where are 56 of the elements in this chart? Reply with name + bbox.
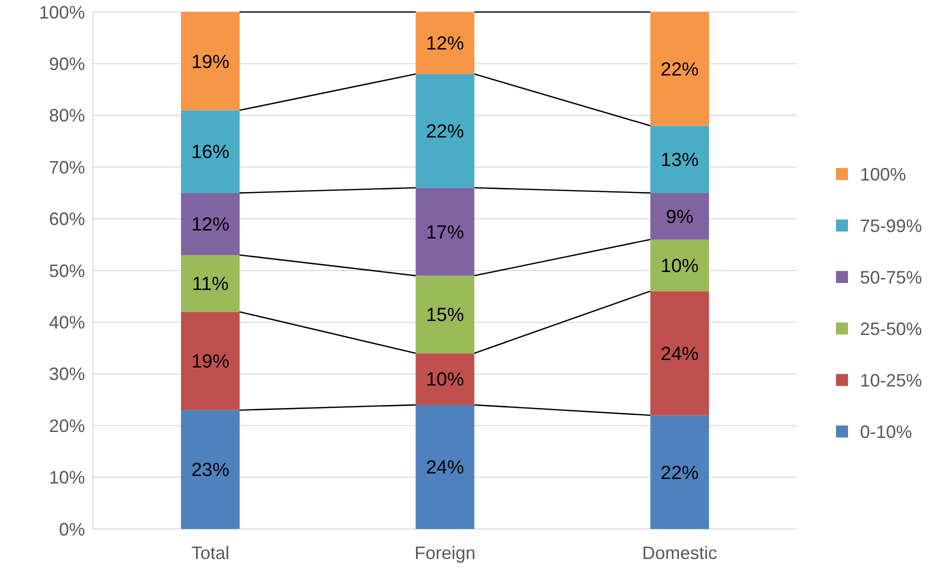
data-label: 13% [660,150,699,171]
bar [181,410,240,529]
data-label: 23% [191,460,230,482]
y-tick-label: 60% [48,209,85,230]
data-label: 12% [426,34,464,55]
data-label: 22% [426,122,464,143]
legend-label: 100% [860,164,906,184]
bar [181,110,240,193]
bar [181,312,240,410]
y-tick-label: 20% [48,416,85,436]
data-label: 24% [660,344,699,365]
bar [416,12,474,74]
x-tick-label: Foreign [414,543,476,563]
x-tick-label: Domestic [642,543,718,563]
y-tick-label: 70% [48,157,85,178]
legend-label: 0-10% [860,422,912,442]
data-label: 24% [426,458,464,479]
y-tick-label: 40% [48,312,85,332]
legend-label: 10-25% [860,370,922,390]
bar [416,353,474,405]
data-label: 19% [191,352,230,373]
data-label: 22% [660,462,699,484]
data-label: 19% [191,52,230,73]
data-label: 22% [660,60,699,81]
legend-label: 50-75% [860,267,922,288]
bar [650,415,709,529]
x-tick-label: Total [191,543,230,563]
legend-label: 75-99% [860,216,922,236]
data-label: 10% [660,256,699,277]
bar [650,192,709,240]
data-label: 17% [426,222,464,244]
bar [650,239,709,292]
legend-label: 25-50% [860,318,922,339]
bar [181,12,240,110]
bar [416,404,474,529]
y-tick-label: 80% [48,106,85,126]
data-label: 11% [192,274,229,296]
bar [416,74,474,188]
y-tick-label: 30% [48,364,85,384]
bar [416,276,474,354]
y-tick-label: 10% [48,468,85,488]
data-label: 16% [191,142,230,164]
bar [416,188,474,276]
data-label: 12% [191,214,230,236]
bar [650,12,709,126]
bar [650,126,709,193]
data-label: 9% [666,206,694,228]
y-tick-label: 90% [48,54,85,74]
y-tick-label: 50% [48,260,85,281]
bar [181,192,240,255]
y-tick-label: 100% [38,2,85,22]
data-label: 15% [426,305,464,326]
bar [650,291,709,416]
bar [181,254,240,312]
y-tick-label: 0% [58,519,85,540]
data-label: 10% [426,370,464,391]
